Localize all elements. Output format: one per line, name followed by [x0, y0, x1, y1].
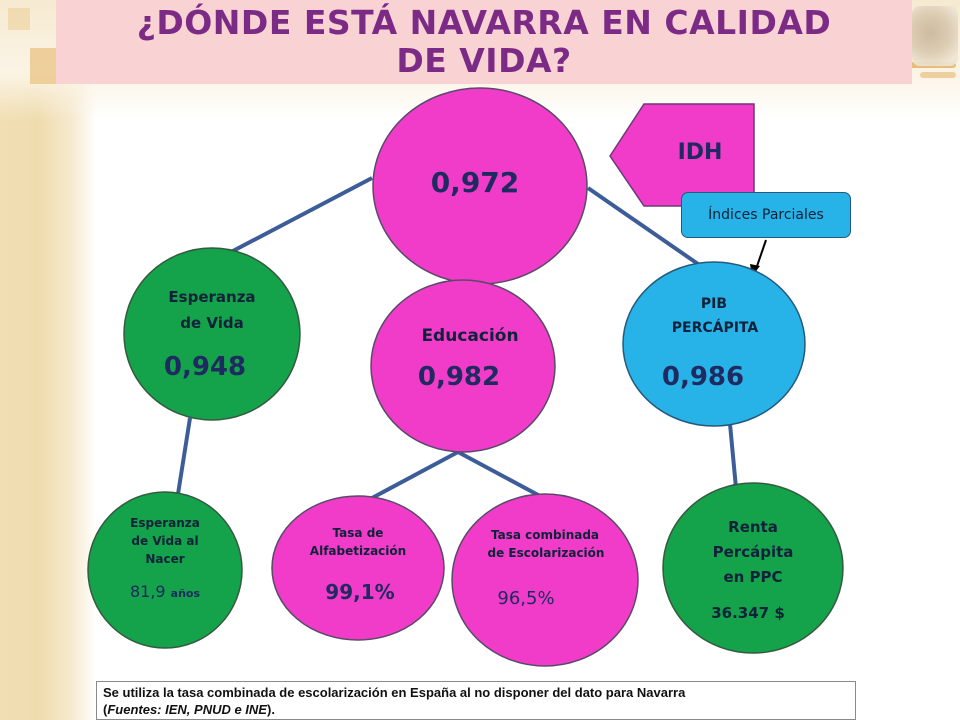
- footnote-sources: Fuentes: IEN, PNUD e INE: [107, 702, 267, 717]
- footnote: Se utiliza la tasa combinada de escolari…: [96, 681, 856, 720]
- life-expectancy-label-1: Esperanza: [168, 288, 256, 306]
- enrollment-label-1: Tasa combinada: [490, 528, 600, 542]
- partial-indices-callout: Índices Parciales: [681, 192, 851, 238]
- node-income: [662, 482, 844, 654]
- idh-value: 0,972: [430, 166, 520, 199]
- life-at-birth-label-1: Esperanza: [130, 516, 200, 530]
- connector-idh-gdp: [586, 186, 700, 266]
- title-banner: ¿DÓNDE ESTÁ NAVARRA EN CALIDAD DE VIDA?: [56, 0, 912, 84]
- life-at-birth-label-3: Nacer: [145, 552, 185, 566]
- node-life-at-birth: [87, 491, 243, 649]
- literacy-label-2: Alfabetización: [309, 544, 407, 558]
- connector-life-birth: [176, 417, 192, 495]
- footnote-close-paren: ).: [266, 702, 275, 717]
- footnote-sources-row: (Fuentes: IEN, PNUD e INE).: [103, 701, 849, 718]
- life-at-birth-unit: años: [170, 587, 201, 600]
- node-gdp: [622, 261, 806, 427]
- background-left-band: [0, 0, 96, 720]
- income-label-2: Percápita: [712, 543, 794, 561]
- connector-idh-life: [211, 176, 373, 264]
- income-label-1: Renta: [728, 518, 778, 536]
- footnote-open-paren: (: [103, 702, 108, 717]
- title-line-2: DE VIDA?: [396, 41, 572, 80]
- footnote-text: Se utiliza la tasa combinada de escolari…: [103, 685, 686, 700]
- gdp-label-1: PIB: [700, 296, 728, 312]
- enrollment-value: 96,5%: [497, 588, 555, 609]
- life-expectancy-label-2: de Vida: [180, 314, 244, 332]
- decorative-map-image: [912, 6, 958, 66]
- enrollment-label-2: de Escolarización: [487, 546, 605, 560]
- node-enrollment: [451, 493, 639, 667]
- connector-gdp-income: [728, 423, 738, 489]
- decorative-stripe: [920, 72, 956, 78]
- idh-arrow-label: IDH: [677, 140, 723, 165]
- life-at-birth-value: 81,9: [129, 582, 166, 601]
- node-education: [370, 279, 556, 453]
- gdp-value: 0,986: [661, 362, 745, 392]
- income-label-3: en PPC: [723, 568, 783, 586]
- education-value: 0,982: [417, 362, 501, 392]
- node-literacy: [271, 495, 445, 641]
- idh-arrow: [609, 103, 755, 207]
- life-expectancy-value: 0,948: [163, 352, 247, 382]
- node-life-expectancy: [123, 247, 301, 421]
- life-at-birth-label-2: de Vida al: [131, 534, 199, 548]
- income-value: 36.347 $: [711, 604, 785, 622]
- title-line-1: ¿DÓNDE ESTÁ NAVARRA EN CALIDAD: [136, 3, 832, 42]
- life-at-birth-value-row: 81,9 años: [100, 582, 230, 601]
- decorative-square: [8, 8, 30, 30]
- connector-education-literacy: [371, 450, 459, 500]
- gdp-label-2: PERCÁPITA: [671, 320, 759, 336]
- connector-education-enrollment: [457, 450, 541, 498]
- literacy-label-1: Tasa de: [332, 526, 384, 540]
- education-label: Educación: [421, 326, 519, 346]
- literacy-value: 99,1%: [325, 580, 395, 604]
